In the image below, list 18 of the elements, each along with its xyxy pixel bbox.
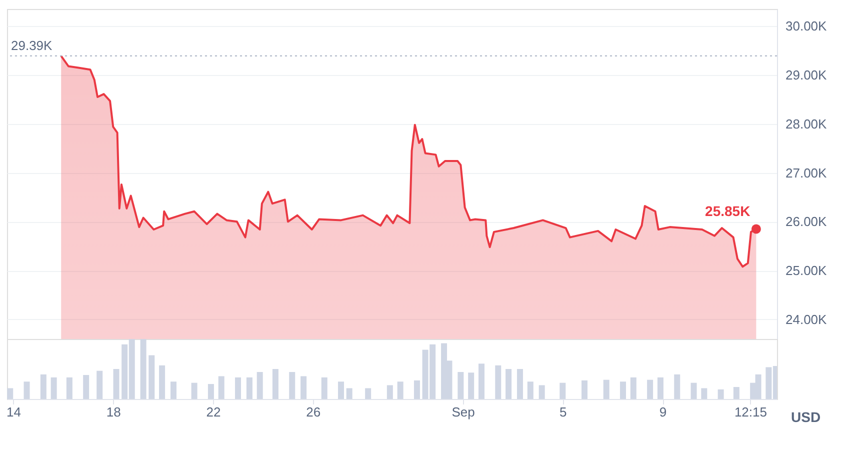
y-tick-label: 25.00K [786, 263, 828, 278]
x-tick-label: Sep [452, 404, 475, 420]
annotation: 25.85K [705, 203, 750, 219]
x-tick-label: 22 [206, 404, 221, 420]
y-tick-label: 28.00K [786, 116, 828, 132]
x-tick-label: 18 [106, 404, 121, 420]
y-tick-label: 29.00K [786, 68, 828, 82]
y-tick-label: 24.00K [786, 312, 828, 327]
x-tick-label: 5 [560, 404, 567, 420]
y-tick-label: 27.00K [786, 165, 828, 180]
y-tick-label: 26.00K [786, 214, 828, 230]
y-tick-label: 30.00K [786, 18, 828, 34]
ref-line-label: 29.39K [11, 38, 53, 53]
x-tick-label: 26 [306, 404, 321, 420]
x-tick-label: 14 [6, 404, 21, 420]
x-tick-label: 12:15 [734, 404, 767, 420]
text: USD [791, 409, 821, 425]
x-tick-label: 9 [659, 404, 667, 420]
